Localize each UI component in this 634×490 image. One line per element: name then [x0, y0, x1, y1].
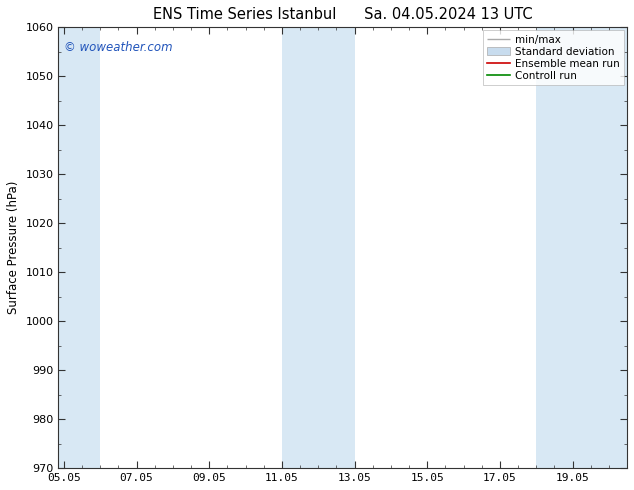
Y-axis label: Surface Pressure (hPa): Surface Pressure (hPa) — [7, 181, 20, 315]
Title: ENS Time Series Istanbul      Sa. 04.05.2024 13 UTC: ENS Time Series Istanbul Sa. 04.05.2024 … — [153, 7, 533, 22]
Bar — [58, 27, 100, 468]
Text: © woweather.com: © woweather.com — [64, 41, 173, 53]
Bar — [536, 27, 627, 468]
Bar — [282, 27, 354, 468]
Legend: min/max, Standard deviation, Ensemble mean run, Controll run: min/max, Standard deviation, Ensemble me… — [482, 30, 624, 85]
